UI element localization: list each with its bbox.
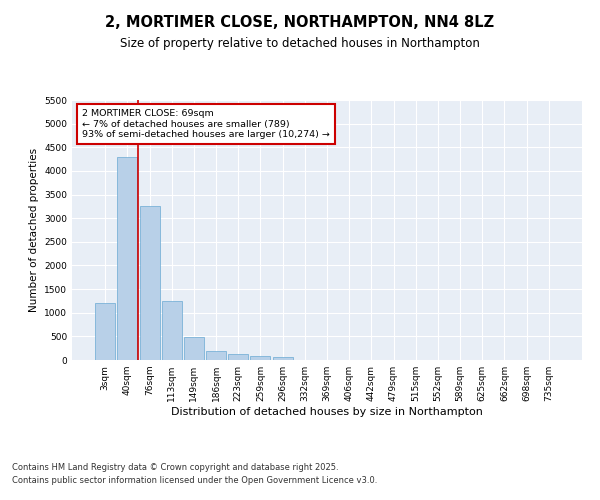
X-axis label: Distribution of detached houses by size in Northampton: Distribution of detached houses by size … (171, 407, 483, 417)
Bar (228, 354, 248, 360)
Text: 2, MORTIMER CLOSE, NORTHAMPTON, NN4 8LZ: 2, MORTIMER CLOSE, NORTHAMPTON, NN4 8LZ (106, 15, 494, 30)
Text: 2 MORTIMER CLOSE: 69sqm
← 7% of detached houses are smaller (789)
93% of semi-de: 2 MORTIMER CLOSE: 69sqm ← 7% of detached… (82, 109, 330, 139)
Bar (118, 156, 137, 360)
Bar (206, 350, 226, 360)
Text: Size of property relative to detached houses in Northampton: Size of property relative to detached ho… (120, 38, 480, 51)
Bar (162, 301, 182, 360)
Bar (250, 356, 271, 360)
Bar (140, 206, 160, 360)
Text: Contains public sector information licensed under the Open Government Licence v3: Contains public sector information licen… (12, 476, 377, 485)
Text: Contains HM Land Registry data © Crown copyright and database right 2025.: Contains HM Land Registry data © Crown c… (12, 462, 338, 471)
Bar (184, 338, 204, 360)
Bar (272, 357, 293, 360)
Bar (95, 304, 115, 360)
Y-axis label: Number of detached properties: Number of detached properties (29, 148, 38, 312)
